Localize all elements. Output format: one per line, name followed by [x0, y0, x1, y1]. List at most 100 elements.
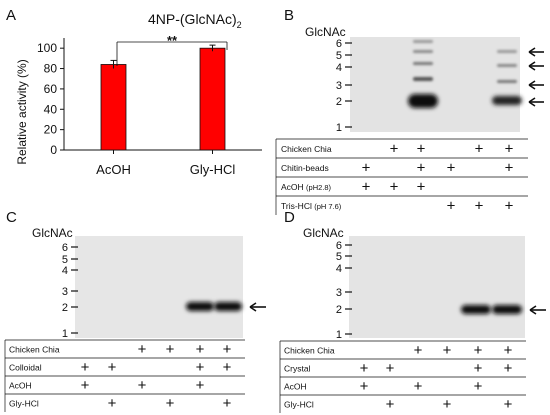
table-cell-sign: +	[166, 395, 175, 412]
band-b-lane6-3	[497, 80, 517, 83]
panel-a-axes: 0 20 40 60 80 100	[37, 38, 262, 157]
table-cell-sign: +	[196, 341, 205, 358]
marker-label: 3	[336, 80, 342, 92]
band-b-lane6-2	[492, 96, 522, 105]
table-cell-sign: +	[138, 377, 147, 394]
table-cell-sign: +	[386, 360, 395, 377]
table-cell-sign: +	[390, 141, 399, 158]
table-row-label: Colloidal	[9, 363, 42, 373]
table-row-label: Chicken Chia	[284, 346, 335, 356]
bar	[199, 47, 226, 151]
panel-d-markers: 654 3 2 1	[336, 240, 352, 341]
band-b-lane6-4	[497, 64, 517, 67]
y-tick-label: 80	[44, 62, 58, 76]
band-d-lane6-2	[492, 305, 522, 314]
table-cell-sign: +	[505, 160, 514, 177]
marker-label: 5	[336, 50, 342, 62]
panel-d-letter: D	[284, 209, 295, 226]
marker-label: 6	[336, 240, 342, 252]
table-cell-sign: +	[474, 378, 483, 395]
table-cell-sign: +	[505, 198, 514, 215]
table-cell-sign: +	[108, 395, 117, 412]
table-cell-sign: +	[414, 342, 423, 359]
panel-d-bands	[461, 305, 522, 314]
bar	[100, 64, 127, 151]
table-cell-sign: +	[196, 377, 205, 394]
significance-label: **	[167, 33, 178, 48]
table-row-label: Gly-HCl	[284, 400, 314, 410]
panel-a-title: 4NP-(GlcNAc)2	[148, 11, 242, 30]
panel-c-axis-title: GlcNAc	[32, 226, 73, 240]
table-row-label: AcOH	[9, 381, 32, 391]
panel-a-letter: A	[6, 7, 16, 24]
panel-c-condition-table: Chicken Chia + + + +Colloidal + + + +AcOH + + +Gly-…	[4, 339, 245, 412]
band-b-lane3-4	[413, 62, 433, 65]
table-row-label: Chicken Chia	[9, 345, 60, 355]
x-tick-label: AcOH	[96, 162, 131, 177]
table-cell-sign: +	[362, 160, 371, 177]
panel-a-bars: AcOH Gly-HCl	[96, 44, 236, 177]
marker-label: 5	[62, 254, 68, 266]
table-cell-sign: +	[443, 342, 452, 359]
panel-a: A 4NP-(GlcNAc)2 Relative activity (%) 0 2…	[6, 7, 262, 177]
row-label-note: (pH 7.6)	[314, 202, 342, 211]
table-cell-sign: +	[390, 179, 399, 196]
table-cell-sign: +	[417, 141, 426, 158]
band-b-lane3-5	[413, 50, 433, 53]
table-cell-sign: +	[223, 359, 232, 376]
table-row-label: AcOH	[284, 382, 307, 392]
table-cell-sign: +	[504, 360, 513, 377]
table-cell-sign: +	[474, 360, 483, 377]
table-cell-sign: +	[196, 359, 205, 376]
panel-d-condition-table: Chicken Chia + + + +Crystal + + + +AcOH + + +Gly-HC…	[279, 340, 526, 413]
table-cell-sign: +	[447, 198, 456, 215]
table-row-label: Tris-HCl (pH 7.6)	[281, 201, 342, 211]
y-tick-label: 60	[44, 82, 58, 96]
marker-label: 1	[336, 122, 342, 134]
marker-label: 1	[62, 328, 68, 340]
arrow-icon	[529, 305, 546, 315]
table-cell-sign: +	[360, 378, 369, 395]
y-tick-label: 0	[50, 143, 57, 157]
panel-a-title-sub: 2	[237, 20, 242, 30]
table-cell-sign: +	[504, 342, 513, 359]
table-cell-sign: +	[81, 359, 90, 376]
table-cell-sign: +	[417, 179, 426, 196]
row-label-main: Tris-HCl	[281, 201, 314, 211]
y-tick-label: 40	[44, 102, 58, 116]
panel-b-markers: 654 3 2 1	[336, 38, 352, 134]
table-cell-sign: +	[443, 396, 452, 413]
table-cell-sign: +	[417, 160, 426, 177]
marker-label: 4	[336, 62, 342, 74]
arrow-icon	[528, 61, 544, 71]
table-cell-sign: +	[504, 396, 513, 413]
panel-b-letter: B	[284, 7, 294, 24]
arrow-icon	[528, 80, 544, 90]
panel-b: B GlcNAc 654 3 2 1 Chicken Chia + + + + Chitin-b…	[275, 7, 544, 215]
marker-label: 1	[336, 329, 342, 341]
marker-label: 3	[62, 286, 68, 298]
marker-label: 2	[336, 304, 342, 316]
y-tick-label: 100	[37, 41, 57, 55]
arrow-icon	[249, 302, 266, 312]
row-label-main: AcOH	[281, 182, 306, 192]
panel-b-bands	[408, 40, 522, 108]
band-c-lane6-2	[214, 302, 242, 311]
panel-b-arrows	[528, 47, 544, 107]
marker-label: 3	[336, 287, 342, 299]
table-cell-sign: +	[223, 341, 232, 358]
table-cell-sign: +	[474, 342, 483, 359]
marker-label: 6	[336, 38, 342, 50]
panel-b-axis-title: GlcNAc	[305, 25, 346, 39]
band-c-lane5-2	[186, 302, 214, 311]
x-tick-label: Gly-HCl	[190, 162, 236, 177]
table-cell-sign: +	[362, 179, 371, 196]
table-row-label: Chitin-beads	[281, 163, 329, 173]
panel-a-title-main: 4NP-(GlcNAc)	[148, 11, 237, 27]
marker-label: 6	[62, 242, 68, 254]
significance-bracket: **	[116, 33, 228, 66]
panel-d-gel	[349, 236, 525, 338]
panel-a-ylabel: Relative activity (%)	[15, 59, 29, 164]
